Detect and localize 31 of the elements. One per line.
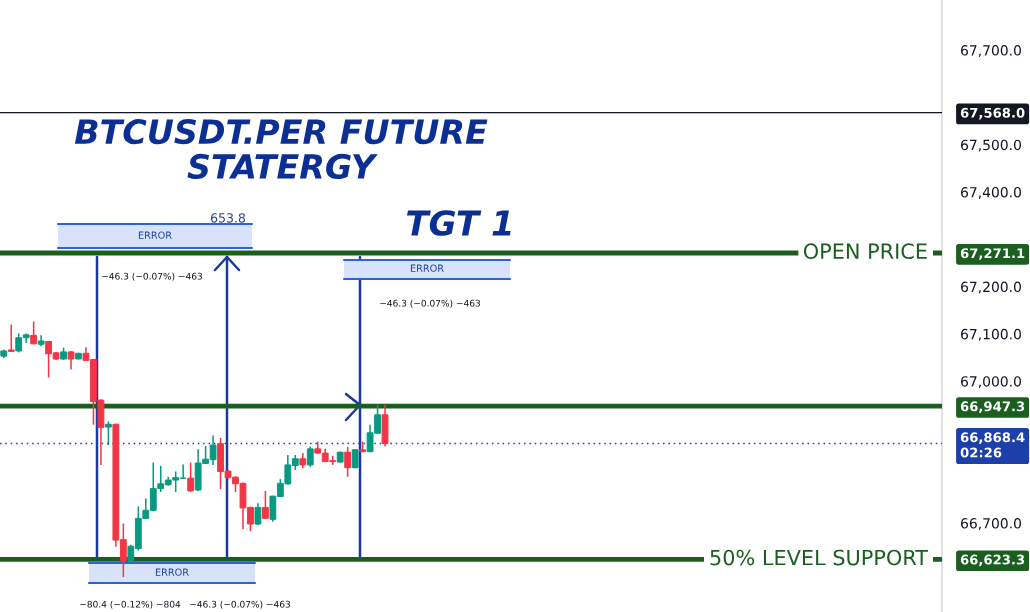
ref-line-label: OPEN PRICE [803,243,927,260]
candlestick [7,323,15,353]
y-tick-label: 67,000.0 [961,376,1021,389]
y-tick-label: 67,700.0 [961,45,1021,58]
annotation: ERROR [155,568,189,576]
candlestick [262,490,269,520]
candlestick [306,445,314,468]
y-tick-label: 66,947.3 [960,401,1025,414]
y-tick-label: 66,868.4 02:26 [960,432,1025,458]
annotation: 653.8 [210,213,246,223]
y-tick-label: 67,100.0 [961,328,1021,341]
y-tick-label: 67,500.0 [961,139,1021,152]
y-tick-label: 66,623.3 [960,554,1025,567]
y-tick-label: 66,700.0 [961,518,1021,530]
annotation: −46.3 (−0.07%) −463 [102,272,203,281]
y-tick-label: 67,400.0 [961,186,1021,199]
annotation: −46.3 (−0.07%) −463 [190,600,291,609]
candlestick [105,420,112,446]
annotation: TGT 1 [406,210,511,236]
annotation: −80.4 (−0.12%) −804 [80,600,181,609]
y-tick-label: 67,568.0 [960,107,1025,120]
ref-line-label: 50% LEVEL SUPPORT [710,549,929,566]
annotation: ERROR [410,264,444,272]
annotation: ERROR [138,231,172,239]
candlestick [254,502,262,526]
annotation: −46.3 (−0.07%) −463 [380,299,481,308]
text: BTCUSDT.PER FUTURE STATERGY [74,119,488,180]
candlestick [187,461,195,493]
candlestick [344,446,352,478]
y-tick-label: 67,200.0 [961,281,1021,294]
y-tick-label: 67,271.1 [960,248,1025,260]
